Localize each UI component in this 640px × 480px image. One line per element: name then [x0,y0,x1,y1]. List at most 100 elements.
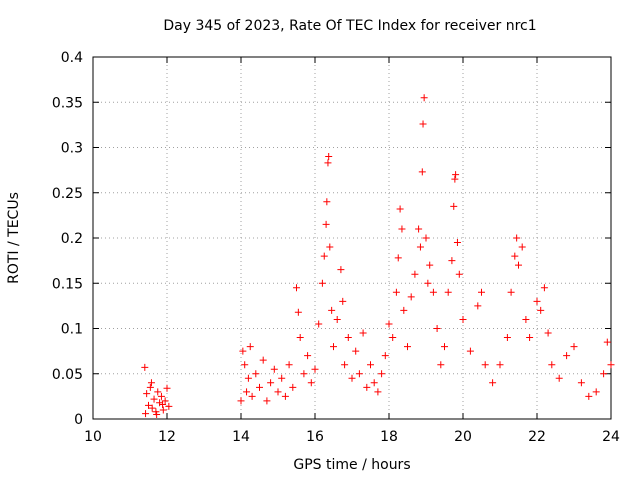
data-point [526,334,534,342]
data-point [544,329,552,337]
data-point [585,392,593,400]
y-tick-label: 0.2 [61,231,83,247]
data-point [416,243,424,251]
x-tick-label: 10 [84,429,102,445]
data-point [607,361,615,369]
data-point [348,374,356,382]
data-point [294,308,302,316]
data-point [418,168,426,176]
data-point [370,379,378,387]
data-point [441,343,448,351]
data-point [455,270,463,278]
data-point [429,288,437,296]
data-point [330,343,337,351]
data-point [307,379,315,387]
data-point [577,379,585,387]
data-point [507,288,515,296]
y-tick-label: 0.05 [52,367,83,383]
x-tick-label: 16 [306,429,324,445]
data-point [489,379,497,387]
data-point [448,257,456,265]
data-point [381,352,389,360]
data-point [153,410,161,418]
data-point [263,397,271,405]
data-point [252,370,260,378]
x-tick-label: 24 [602,429,620,445]
data-point [344,334,352,342]
data-point [165,402,173,410]
data-point [281,392,289,400]
data-point [481,361,489,369]
data-point [285,361,293,369]
data-point [270,365,278,373]
data-point [437,361,445,369]
data-point [511,252,519,260]
data-point [304,352,312,360]
chart-title: Day 345 of 2023, Rate Of TEC Index for r… [163,18,537,34]
data-point [157,392,165,400]
data-point [325,153,333,161]
data-point [146,383,154,391]
y-axis-label: ROTI / TECUs [6,192,22,284]
data-point [241,361,249,369]
data-point [141,363,149,371]
data-point [374,388,382,396]
data-point [322,220,330,228]
data-point [267,379,275,387]
data-point [398,225,406,233]
data-point [341,361,349,369]
data-point [147,379,155,387]
data-point [392,288,400,296]
data-point [154,388,162,396]
data-point [143,390,151,398]
data-point [159,406,167,414]
y-tick-label: 0.35 [52,95,83,111]
data-point [603,338,611,346]
data-point [326,243,334,251]
data-point [518,243,526,251]
data-point [555,374,563,382]
data-point [142,410,150,418]
data-point [459,315,467,323]
data-point [496,361,504,369]
data-point [237,397,245,405]
data-point [411,270,419,278]
data-point [385,320,393,328]
y-tick-label: 0 [74,412,83,428]
data-point [289,383,297,391]
data-point [419,120,427,128]
data-point [328,306,336,314]
data-point [474,302,482,310]
data-point [363,383,371,391]
data-point [323,198,331,206]
data-point [148,404,156,412]
data-point [563,352,571,360]
data-point [450,202,458,210]
data-point [248,392,256,400]
data-point [453,239,461,247]
data-point [415,225,423,233]
data-point [515,261,522,269]
data-point [339,297,347,305]
y-tick-label: 0.25 [52,186,83,202]
data-point [145,401,152,409]
data-point [444,288,452,296]
data-point [367,361,374,369]
data-point [389,334,397,342]
data-point [433,325,441,332]
data-point [163,384,171,392]
data-point [466,347,474,355]
data-point [394,254,402,262]
data-point [156,399,164,407]
data-point [159,401,167,409]
y-tick-label: 0.15 [52,276,83,292]
data-point [396,205,404,213]
data-point [451,175,459,183]
data-point [359,329,367,337]
data-point [239,347,247,355]
data-point [150,395,158,403]
data-point [256,383,263,391]
data-point [243,388,251,396]
data-point [320,252,328,260]
